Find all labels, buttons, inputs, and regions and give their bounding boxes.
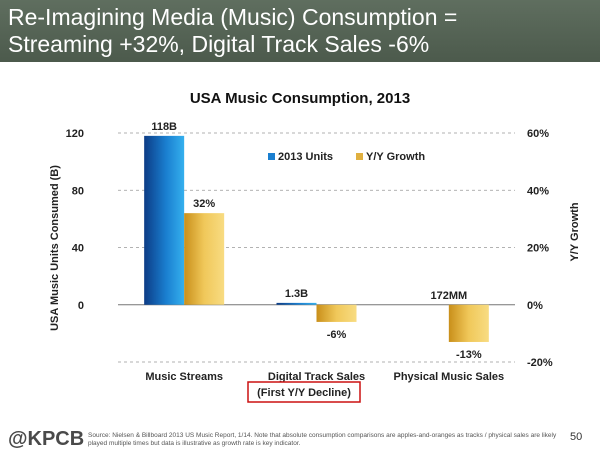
slide-header: Re-Imagining Media (Music) Consumption =… (0, 0, 600, 62)
bar-units-1 (276, 302, 317, 305)
bar-units-0 (144, 135, 185, 305)
y-tick-label: 80 (72, 185, 84, 197)
legend-label: Y/Y Growth (366, 151, 425, 163)
first-decline-callout-box (247, 381, 361, 403)
y2-tick-label: 40% (527, 185, 549, 197)
y2-tick-label: 60% (527, 128, 549, 140)
page-number: 50 (570, 431, 583, 443)
category-label: Digital Track Sales (268, 371, 365, 383)
data-label: 118B (151, 121, 177, 133)
chart-title: USA Music Consumption, 2013 (190, 90, 410, 107)
slide-title-line-1: Re-Imagining Media (Music) Consumption = (8, 4, 458, 30)
bar-growth-1 (316, 304, 357, 322)
category-label: Music Streams (145, 371, 223, 383)
bar-growth-0 (184, 213, 225, 305)
y-axis-title: USA Music Units Consumed (B) (49, 165, 61, 331)
bar-growth-2 (448, 304, 489, 342)
data-label: 32% (193, 198, 215, 210)
data-label: -6% (327, 329, 347, 341)
y-tick-label: 40 (72, 243, 84, 255)
legend-label: 2013 Units (278, 151, 333, 163)
label-layer: 118B 1.3B 172MM 32% -6% -13% (151, 121, 482, 361)
y2-tick-label: 20% (527, 243, 549, 255)
legend-swatch (356, 153, 363, 160)
axis-layer: -20% 0% 20% 40% 60% 0 40 80 120 USA Music Units C… (49, 128, 581, 383)
source-note: Source: Nielsen & Billboard 2013 US Musi… (88, 432, 557, 447)
first-decline-note: (First Y/Y Decline) (257, 387, 351, 399)
data-label: 172MM (430, 290, 467, 302)
y-tick-label: 120 (66, 128, 84, 140)
music-consumption-chart: USA Music Consumption, 2013 -20% 0% 20% 40%… (49, 90, 581, 403)
bar-layer (144, 135, 489, 342)
y-tick-label: 0 (78, 300, 84, 312)
slide-title-line-2: Streaming +32%, Digital Track Sales -6% (8, 31, 430, 57)
legend-swatch (268, 153, 275, 160)
y2-tick-label: -20% (527, 357, 553, 369)
y2-tick-label: 0% (527, 300, 543, 312)
data-label: -13% (456, 349, 482, 361)
kpcb-logo: @KPCB (8, 428, 85, 450)
data-label: 1.3B (285, 288, 308, 300)
legend: 2013 Units Y/Y Growth (268, 151, 425, 163)
category-label: Physical Music Sales (393, 371, 504, 383)
y2-axis-title: Y/Y Growth (569, 202, 581, 261)
